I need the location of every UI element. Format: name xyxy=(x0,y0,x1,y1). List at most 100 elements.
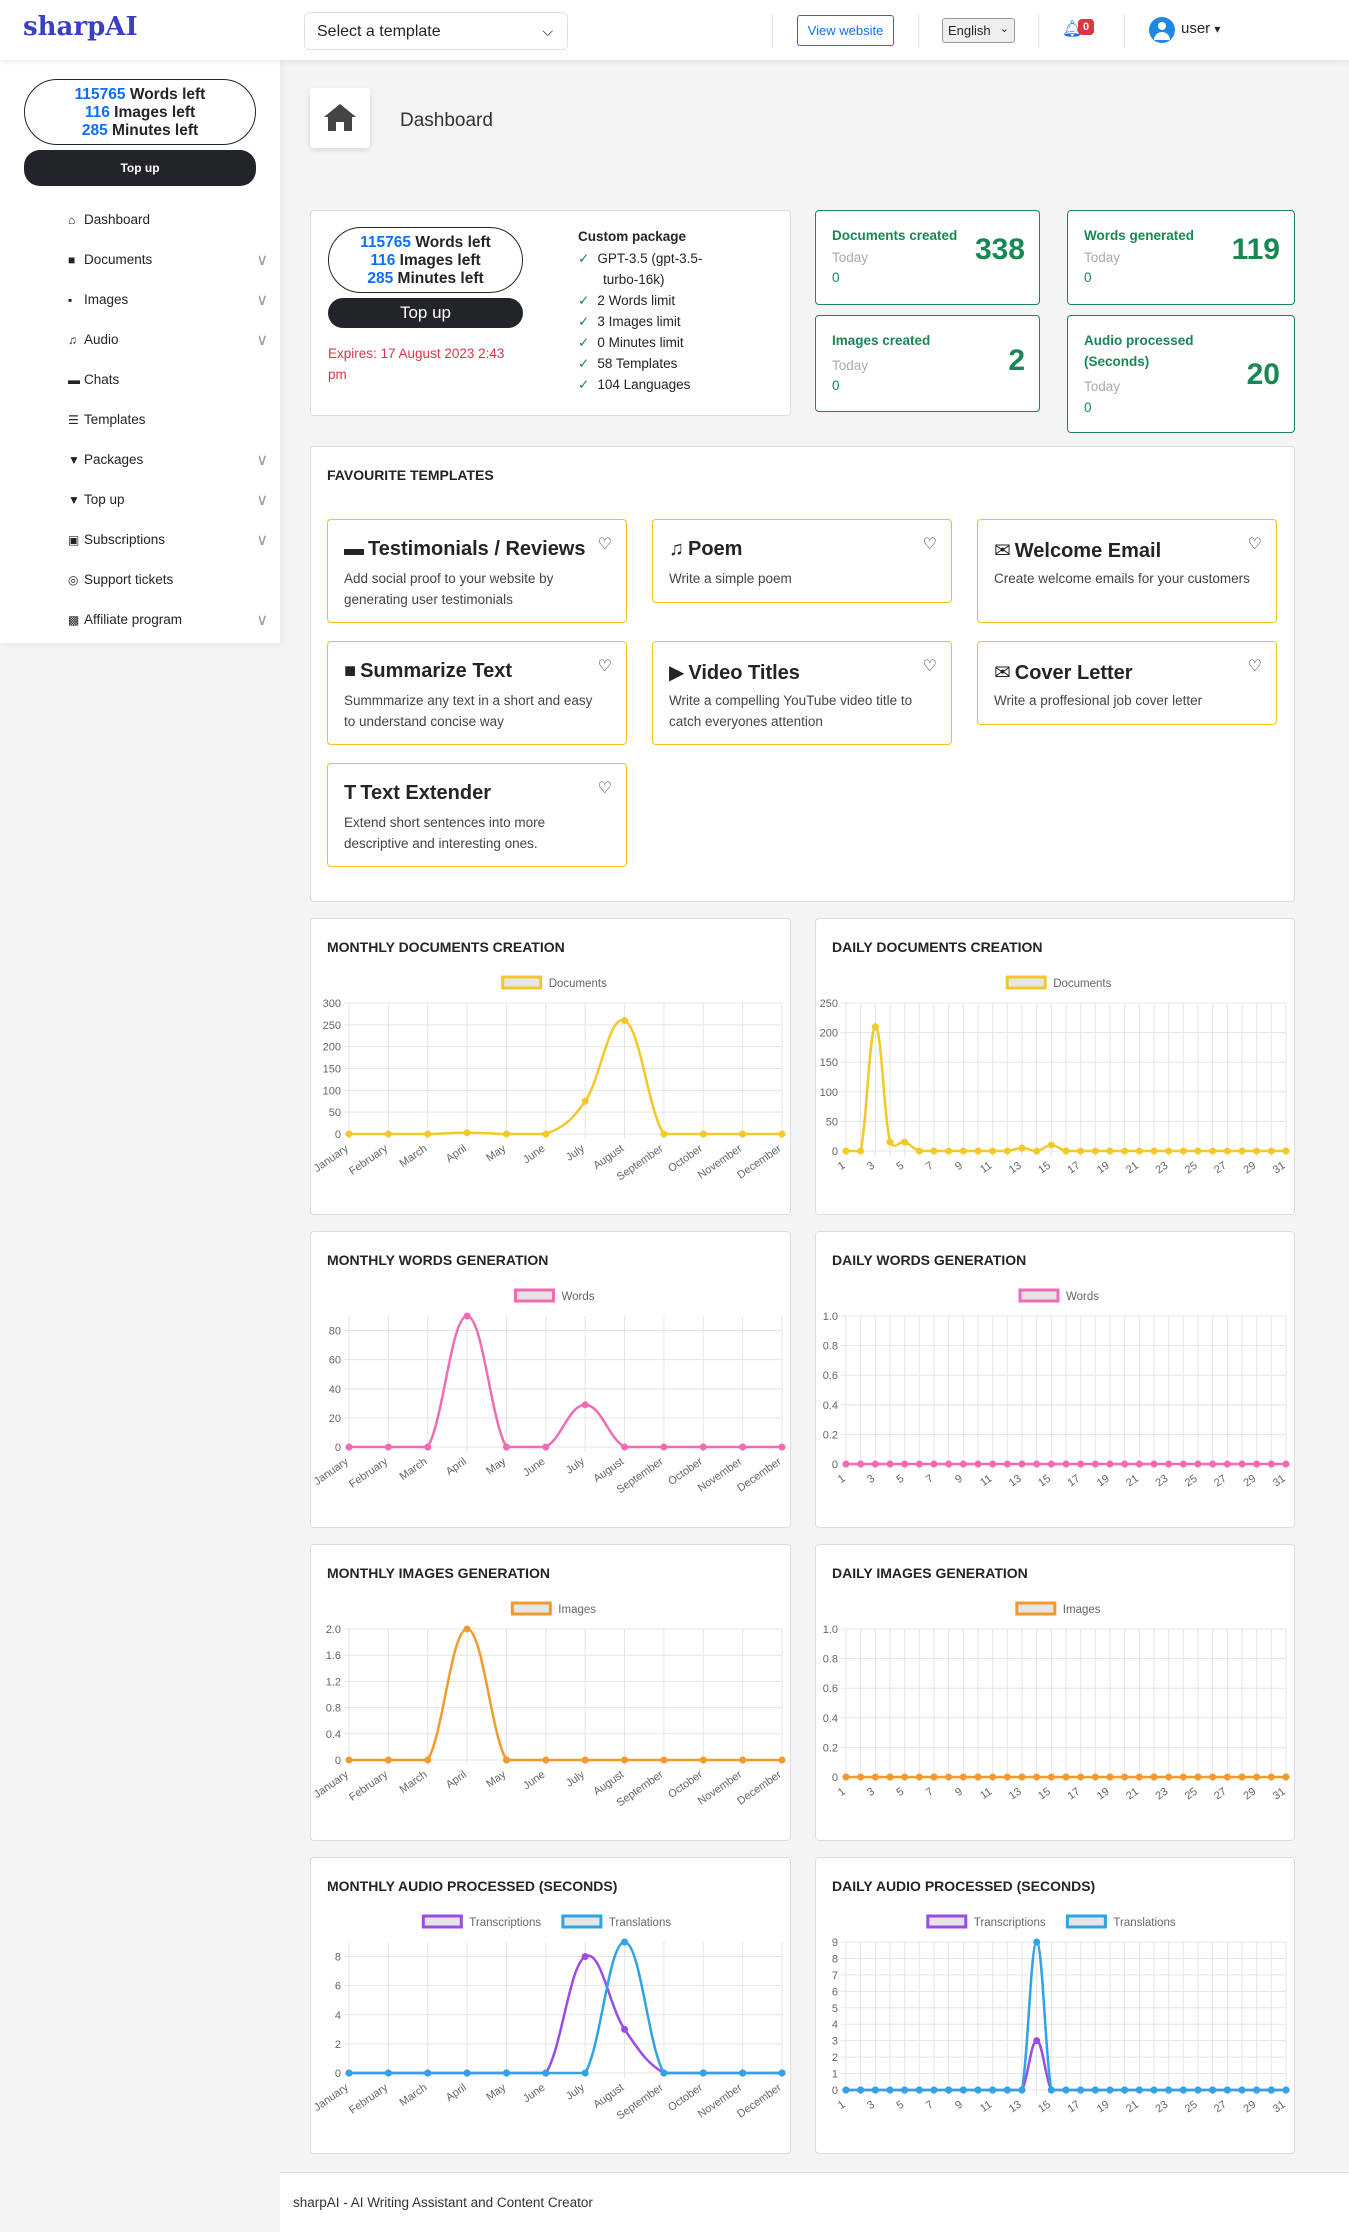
heart-icon[interactable]: ♡ xyxy=(922,658,937,675)
data-point xyxy=(1033,1773,1041,1781)
heart-icon[interactable]: ♡ xyxy=(1247,658,1262,675)
x-tick-label: 7 xyxy=(924,2099,936,2112)
template-card[interactable]: ■ Summarize Text Summmarize any text in a… xyxy=(327,641,627,745)
heart-icon[interactable]: ♡ xyxy=(597,658,612,675)
data-point xyxy=(542,1130,550,1138)
stat-period: Today xyxy=(832,250,869,265)
template-description: Write a proffesional job cover letter xyxy=(994,693,1203,708)
sidebar-item-dashboard[interactable]: ⌂ Dashboard xyxy=(68,212,268,234)
template-card[interactable]: T Text Extender Extend short sentences in… xyxy=(327,763,627,867)
chevron-down-icon[interactable]: ∨ xyxy=(256,612,268,629)
chart-title: DAILY AUDIO PROCESSED (SECONDS) xyxy=(832,1878,1096,1894)
sidebar-item-label: Templates xyxy=(84,412,146,427)
page-header-icon-box xyxy=(310,88,370,148)
user-avatar-icon[interactable] xyxy=(1149,17,1175,43)
data-point xyxy=(1165,1773,1173,1781)
template-card[interactable]: ▬ Testimonials / Reviews Add social proof… xyxy=(327,519,627,623)
sidebar-item-templates[interactable]: ☰ Templates xyxy=(68,412,268,434)
view-website-button[interactable]: View website xyxy=(797,15,894,46)
chevron-down-icon[interactable]: ∨ xyxy=(256,252,268,269)
credits-summary: 115765 Words left 116 Images left 285 Mi… xyxy=(328,227,523,293)
check-icon: ✓ xyxy=(578,377,590,392)
data-point xyxy=(930,2086,938,2094)
sidebar-item-chats[interactable]: ▬ Chats xyxy=(68,372,268,394)
heart-icon[interactable]: ♡ xyxy=(1247,536,1262,553)
data-point xyxy=(945,1773,953,1781)
x-tick-label: 15 xyxy=(1036,1473,1053,1490)
sidebar-item-documents[interactable]: ■ Documents ∨ xyxy=(68,252,268,274)
legend-swatch xyxy=(510,1601,552,1616)
data-point xyxy=(871,1023,879,1031)
series-line xyxy=(349,1314,782,1449)
x-tick-label: 1 xyxy=(836,2099,848,2112)
data-point xyxy=(1106,1773,1114,1781)
x-tick-label: 7 xyxy=(924,1473,936,1486)
chevron-down-icon[interactable]: ∨ xyxy=(256,452,268,469)
data-point xyxy=(1209,1773,1217,1781)
stat-value: 2 xyxy=(1008,344,1025,377)
bell-icon[interactable]: 🔔︎ xyxy=(1062,21,1083,38)
sidebar-item-affiliate-program[interactable]: ▩ Affiliate program ∨ xyxy=(68,612,268,634)
data-point xyxy=(1106,1460,1114,1468)
data-point xyxy=(621,1756,629,1764)
data-point xyxy=(989,1147,997,1155)
data-point xyxy=(1194,2086,1202,2094)
template-card[interactable]: ♫ Poem Write a simple poem ♡ xyxy=(652,519,952,603)
package-feature-text: 0 Minutes limit xyxy=(597,335,684,350)
template-card[interactable]: ✉ Welcome Email Create welcome emails for… xyxy=(977,519,1277,623)
data-point xyxy=(915,2086,923,2094)
x-tick-label: August xyxy=(591,1143,626,1172)
stat-period: Today xyxy=(1084,250,1121,265)
chevron-down-icon[interactable]: ∨ xyxy=(256,532,268,549)
sidebar-item-top-up[interactable]: ▼ Top up ∨ xyxy=(68,492,268,514)
chart-card: MONTHLY IMAGES GENERATION Images 0 0.4 0.8 1.… xyxy=(310,1544,791,1841)
chevron-down-icon[interactable]: ∨ xyxy=(256,292,268,309)
x-tick-label: 11 xyxy=(978,1786,994,1802)
user-menu[interactable]: user ▾ xyxy=(1181,20,1220,37)
stat-today-value: 0 xyxy=(832,270,840,285)
y-tick-label: 0.8 xyxy=(823,1341,838,1353)
data-point xyxy=(699,2069,707,2077)
data-point xyxy=(699,1756,707,1764)
data-point xyxy=(1150,1147,1158,1155)
app-logo[interactable]: sharpAI xyxy=(23,12,138,42)
chevron-down-icon[interactable]: ∨ xyxy=(256,332,268,349)
data-point xyxy=(1253,2086,1261,2094)
x-tick-label: March xyxy=(398,1456,430,1483)
heart-icon[interactable]: ♡ xyxy=(597,536,612,553)
template-card[interactable]: ▶ Video Titles Write a compelling YouTube… xyxy=(652,641,952,745)
y-tick-label: 1.0 xyxy=(823,1624,838,1636)
data-point xyxy=(1194,1460,1202,1468)
data-point xyxy=(915,1773,923,1781)
data-point xyxy=(1165,2086,1173,2094)
data-point xyxy=(502,1130,510,1138)
sidebar-item-label: Top up xyxy=(84,492,125,507)
y-tick-label: 9 xyxy=(832,1937,838,1949)
y-tick-label: 7 xyxy=(832,1970,838,1982)
template-select[interactable]: Select a template ⌵ xyxy=(304,12,568,50)
data-point xyxy=(1194,1147,1202,1155)
chart-card: MONTHLY WORDS GENERATION Words 0 20 40 60 80 Ja… xyxy=(310,1231,791,1528)
template-description: Create welcome emails for your customers xyxy=(994,571,1250,586)
topup-button[interactable]: Top up xyxy=(24,150,256,186)
x-tick-label: July xyxy=(564,1455,587,1476)
sidebar-item-images[interactable]: ▪ Images ∨ xyxy=(68,292,268,314)
heart-icon[interactable]: ♡ xyxy=(597,780,612,797)
template-title: Cover Letter xyxy=(1014,662,1133,684)
heart-icon[interactable]: ♡ xyxy=(922,536,937,553)
y-tick-label: 2 xyxy=(335,2039,341,2051)
data-point xyxy=(424,1756,432,1764)
sidebar-item-packages[interactable]: ▼ Packages ∨ xyxy=(68,452,268,474)
sidebar-item-audio[interactable]: ♫ Audio ∨ xyxy=(68,332,268,354)
language-select[interactable]: English ⌄ xyxy=(942,18,1015,43)
sidebar-item-subscriptions[interactable]: ▣ Subscriptions ∨ xyxy=(68,532,268,554)
topup-button[interactable]: Top up xyxy=(328,298,523,328)
sidebar-item-support-tickets[interactable]: ◎ Support tickets xyxy=(68,572,268,594)
template-card[interactable]: ✉ Cover Letter Write a proffesional job c… xyxy=(977,641,1277,725)
x-tick-label: February xyxy=(347,1768,390,1803)
data-point xyxy=(1091,1147,1099,1155)
stat-period: Today xyxy=(1084,379,1121,394)
chevron-down-icon[interactable]: ∨ xyxy=(256,492,268,509)
x-tick-label: 25 xyxy=(1183,1160,1200,1177)
